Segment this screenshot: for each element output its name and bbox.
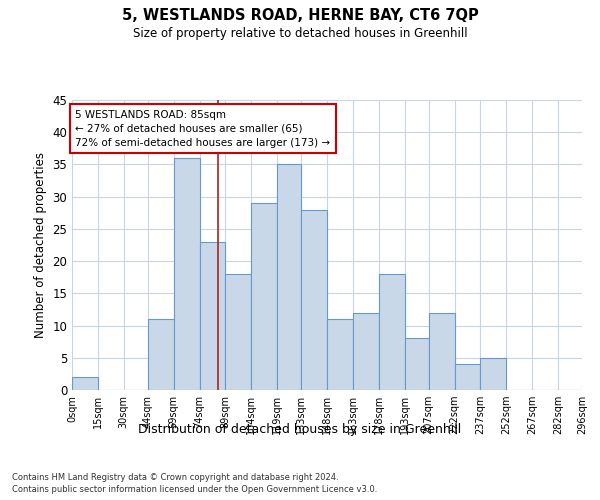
Bar xyxy=(404,338,428,390)
Text: 5, WESTLANDS ROAD, HERNE BAY, CT6 7QP: 5, WESTLANDS ROAD, HERNE BAY, CT6 7QP xyxy=(122,8,478,22)
Bar xyxy=(226,274,251,390)
Bar xyxy=(353,312,379,390)
Bar xyxy=(72,377,98,390)
Bar xyxy=(173,158,199,390)
Bar xyxy=(455,364,481,390)
Bar xyxy=(327,319,353,390)
Text: Size of property relative to detached houses in Greenhill: Size of property relative to detached ho… xyxy=(133,28,467,40)
Bar xyxy=(148,319,173,390)
Text: Contains public sector information licensed under the Open Government Licence v3: Contains public sector information licen… xyxy=(12,485,377,494)
Text: 5 WESTLANDS ROAD: 85sqm
← 27% of detached houses are smaller (65)
72% of semi-de: 5 WESTLANDS ROAD: 85sqm ← 27% of detache… xyxy=(76,110,331,148)
Bar xyxy=(277,164,301,390)
Bar xyxy=(199,242,226,390)
Y-axis label: Number of detached properties: Number of detached properties xyxy=(34,152,47,338)
Text: Distribution of detached houses by size in Greenhill: Distribution of detached houses by size … xyxy=(139,422,461,436)
Bar xyxy=(481,358,506,390)
Bar xyxy=(251,203,277,390)
Bar xyxy=(301,210,327,390)
Bar xyxy=(428,312,455,390)
Text: Contains HM Land Registry data © Crown copyright and database right 2024.: Contains HM Land Registry data © Crown c… xyxy=(12,472,338,482)
Bar xyxy=(379,274,404,390)
